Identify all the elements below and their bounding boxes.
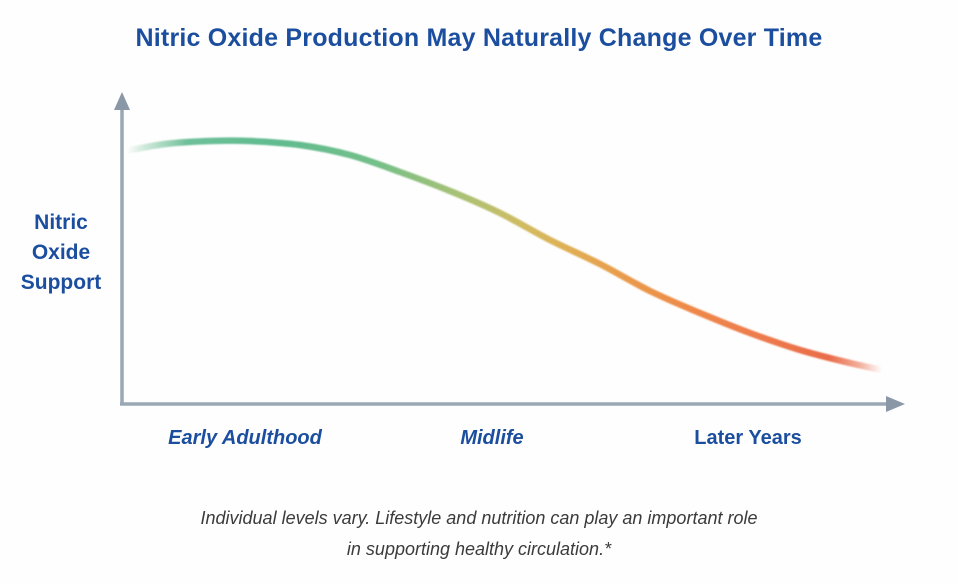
x-axis-label-early-adulthood: Early Adulthood: [168, 427, 322, 449]
chart-title-rest: May Naturally Change Over Time: [419, 24, 823, 52]
disclaimer-line: in supporting healthy circulation.*: [346, 539, 612, 559]
y-axis-label-line: Nitric: [34, 211, 88, 234]
y-axis-label-line: Support: [20, 271, 102, 294]
y-axis-arrowhead-icon: [114, 92, 130, 110]
y-axis-label: Nitric Oxide Support: [12, 208, 110, 298]
trend-curve: [122, 137, 886, 374]
x-axis-labels: Early Adulthood Midlife Later Years: [0, 427, 958, 457]
x-axis-label-later-years: Later Years: [694, 427, 802, 449]
x-axis-arrowhead-icon: [886, 396, 905, 412]
disclaimer-footnote: Individual levels vary. Lifestyle and nu…: [0, 503, 958, 565]
disclaimer-line: Individual levels vary. Lifestyle and nu…: [200, 508, 758, 528]
x-axis-label-midlife: Midlife: [460, 427, 524, 449]
y-axis-label-line: Oxide: [31, 241, 91, 264]
chart-title-emphasis: Nitric Oxide Production: [135, 24, 420, 52]
chart-title: Nitric Oxide Production May Naturally Ch…: [0, 24, 958, 53]
